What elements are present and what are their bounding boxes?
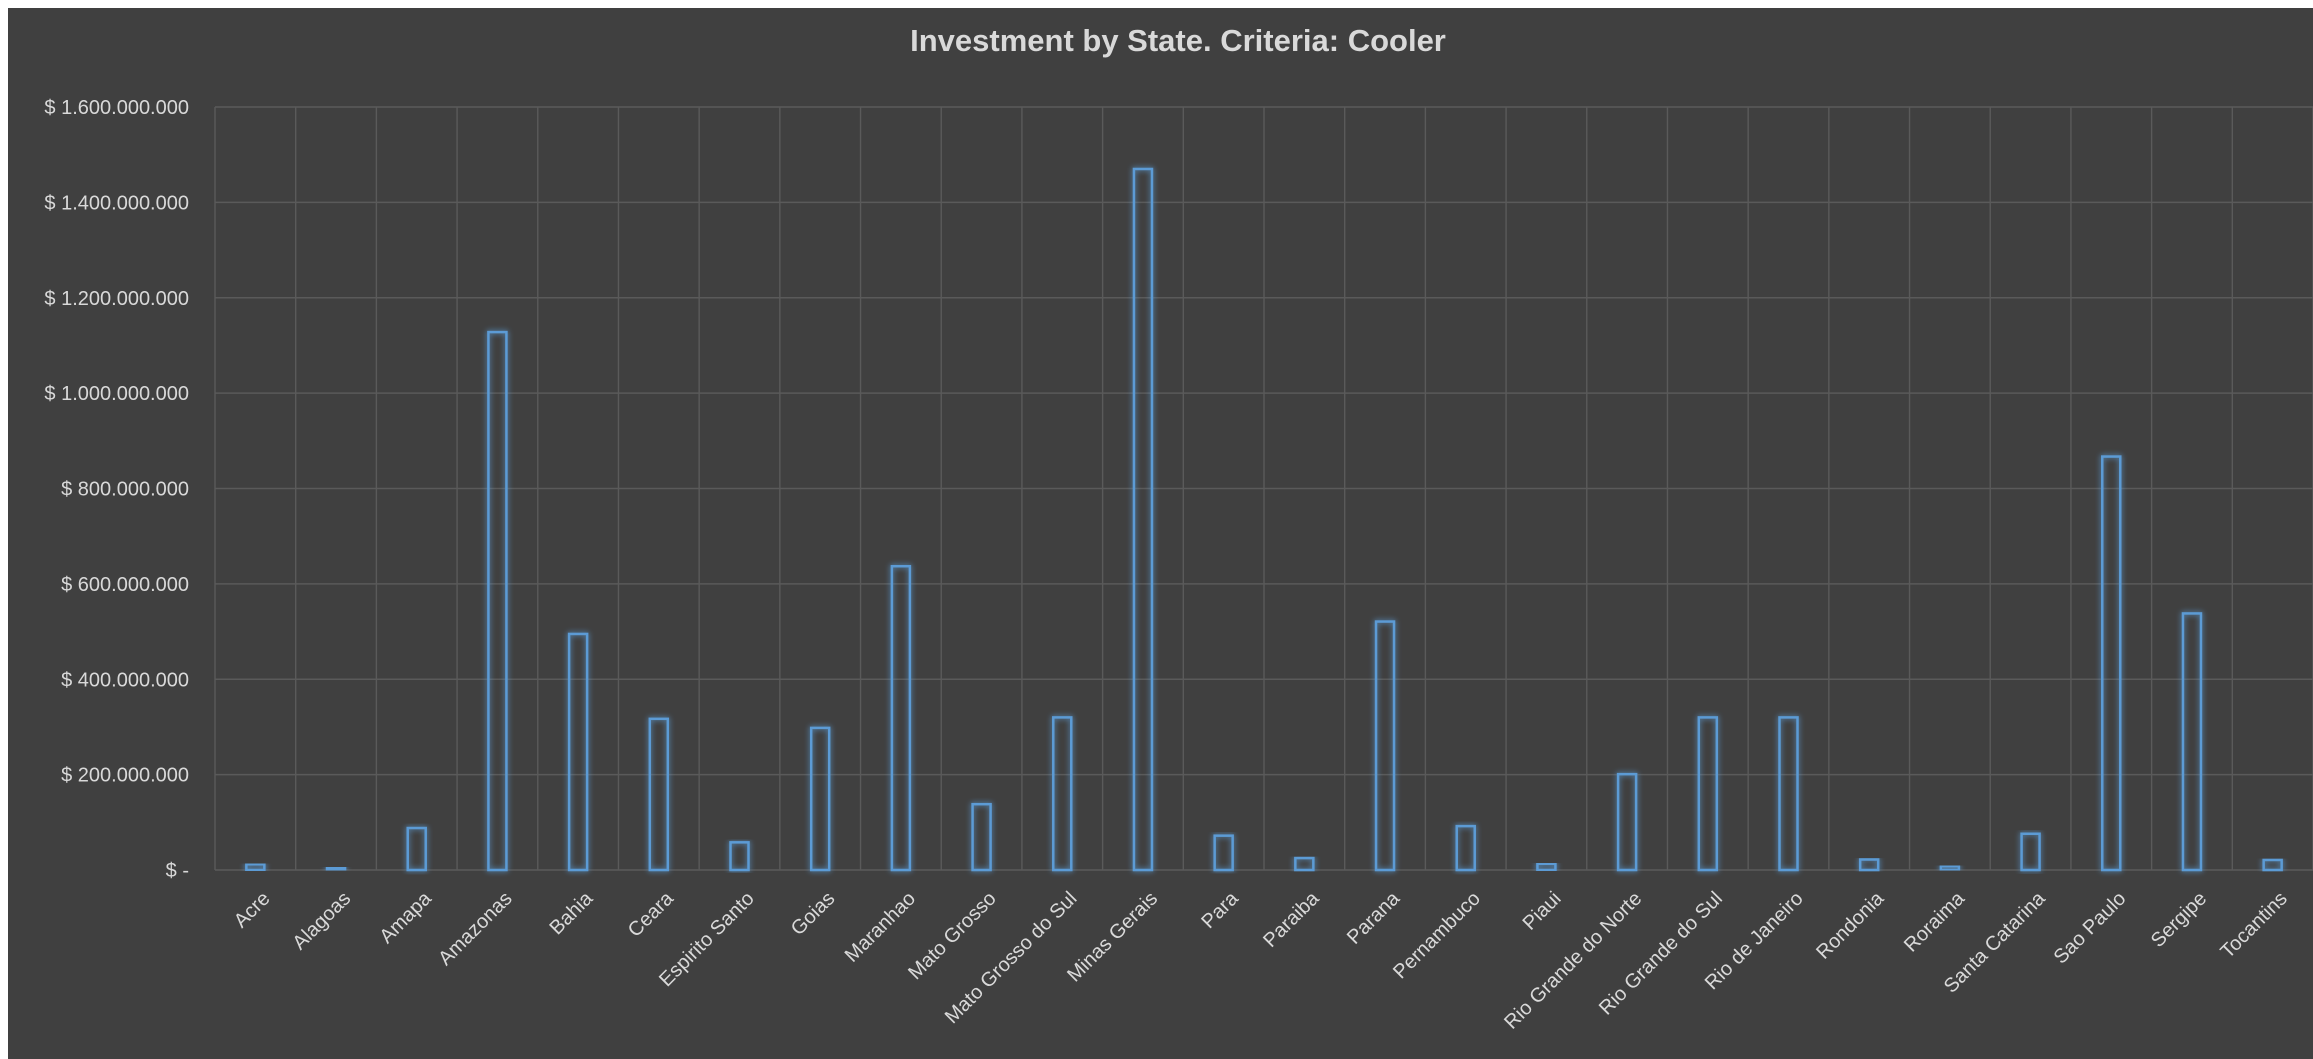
x-tick-label: Ceara — [624, 887, 679, 942]
bar — [245, 863, 266, 872]
x-tick-label: Amapa — [376, 887, 437, 948]
x-tick-label: Goias — [787, 888, 840, 941]
bar — [1213, 834, 1234, 872]
y-axis-ticks: $ - $ 200.000.000 $ 400.000.000 $ 600.000.0… — [44, 97, 189, 882]
chart-title: Investment by State. Criteria: Cooler — [910, 23, 1446, 58]
x-tick-label: Sao Paulo — [2050, 888, 2131, 969]
x-tick-label: Tocantins — [2216, 888, 2291, 963]
bar — [1858, 858, 1880, 872]
x-tick-label: Maranhao — [841, 888, 920, 967]
y-tick-label: $ 600.000.000 — [61, 574, 189, 596]
bar — [971, 802, 992, 872]
bar — [2262, 858, 2283, 872]
y-tick-label: $ 1.400.000.000 — [44, 192, 189, 214]
x-tick-label: Alagoas — [289, 888, 356, 955]
y-tick-label: $ 800.000.000 — [61, 479, 189, 501]
bar — [1052, 716, 1073, 872]
x-tick-label: Parana — [1343, 887, 1405, 949]
x-tick-label: Pernambuco — [1389, 888, 1485, 984]
x-tick-label: Piaui — [1519, 888, 1566, 935]
chart-area: Investment by State. Criteria: Cooler $ … — [8, 8, 2313, 1059]
bar — [809, 726, 831, 872]
x-tick-label: Rio Grande do Norte — [1500, 888, 1646, 1034]
x-tick-label: Mato Grosso do Sul — [941, 888, 1082, 1029]
bar-chart: Investment by State. Criteria: Cooler $ … — [44, 23, 2313, 1034]
y-tick-label: $ - — [166, 860, 189, 882]
bar — [1697, 716, 1719, 872]
y-tick-label: $ 400.000.000 — [61, 669, 189, 691]
bar — [1455, 824, 1476, 872]
x-tick-label: Amazonas — [434, 888, 516, 970]
bar — [729, 841, 750, 872]
x-tick-label: Rondonia — [1812, 887, 1889, 964]
bar — [406, 826, 427, 872]
gridlines — [214, 106, 2313, 871]
y-tick-label: $ 1.600.000.000 — [44, 97, 189, 119]
bar — [1939, 864, 1961, 872]
x-tick-label: Roraima — [1900, 887, 1970, 957]
x-tick-label: Bahia — [546, 887, 598, 939]
bar — [325, 866, 347, 872]
bar — [2101, 455, 2122, 872]
bars — [245, 167, 2283, 872]
x-tick-label: Para — [1197, 887, 1243, 933]
bar — [2020, 832, 2041, 872]
x-tick-label: Sergipe — [2147, 888, 2211, 952]
bar — [2181, 612, 2203, 872]
y-tick-label: $ 200.000.000 — [61, 765, 189, 787]
x-tick-label: Paraiba — [1259, 887, 1324, 952]
bar — [1132, 167, 1154, 872]
y-tick-label: $ 1.200.000.000 — [44, 288, 189, 310]
bar — [1536, 862, 1557, 872]
bar — [487, 330, 508, 872]
bar — [890, 564, 912, 872]
bar — [1778, 716, 1799, 872]
bar — [1374, 620, 1396, 872]
bar — [648, 717, 670, 872]
bar — [1294, 856, 1315, 872]
bar — [1616, 772, 1638, 872]
x-tick-label: Acre — [230, 888, 275, 933]
y-tick-label: $ 1.000.000.000 — [44, 383, 189, 405]
bar — [567, 632, 589, 872]
